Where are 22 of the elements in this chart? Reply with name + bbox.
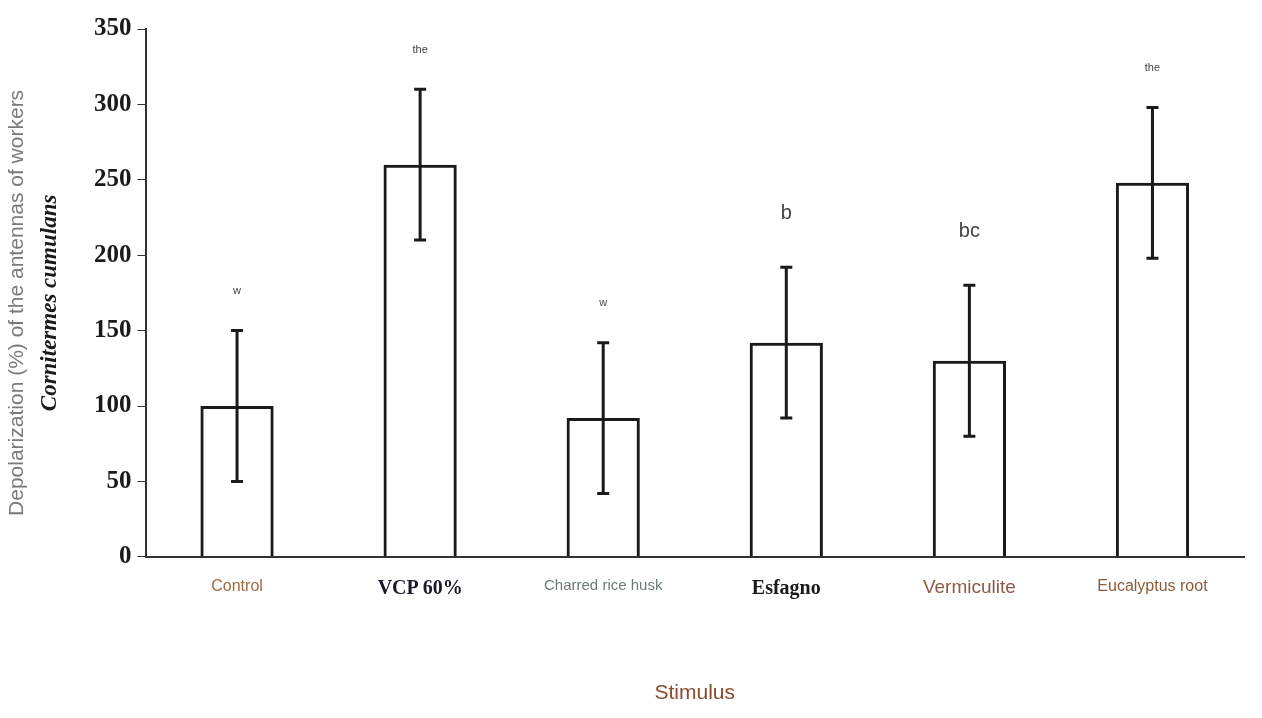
y-tick-label: 250 — [94, 164, 132, 192]
y-tick-label: 350 — [94, 13, 132, 41]
y-tick-label: 150 — [94, 315, 132, 343]
x-tick-label: Control — [211, 576, 263, 594]
annotation: b — [780, 200, 792, 223]
x-tick-label: Esfagno — [751, 575, 821, 599]
x-tick-label: Vermiculite — [922, 576, 1016, 598]
x-tick-label: Charred rice husk — [544, 575, 663, 593]
y-tick-label: 50 — [106, 465, 132, 493]
x-axis-title: Stimulus — [654, 680, 736, 704]
y-tick-label: 200 — [94, 239, 132, 267]
x-tick-label: Eucalyptus root — [1097, 576, 1209, 594]
annotation: the — [1144, 60, 1161, 73]
annotation: bc — [958, 218, 980, 241]
y-tick-label: 0 — [119, 541, 132, 569]
y-tick-label: 300 — [94, 88, 132, 116]
annotation: w — [232, 284, 242, 297]
x-tick-label: VCP 60% — [377, 575, 463, 598]
y-tick-label: 100 — [94, 390, 132, 418]
annotation: w — [598, 296, 608, 309]
y-axis-title: Depolarization (%) of the antennas of workers Cornitermes cumulans — [4, 89, 62, 516]
annotation: the — [412, 42, 428, 55]
